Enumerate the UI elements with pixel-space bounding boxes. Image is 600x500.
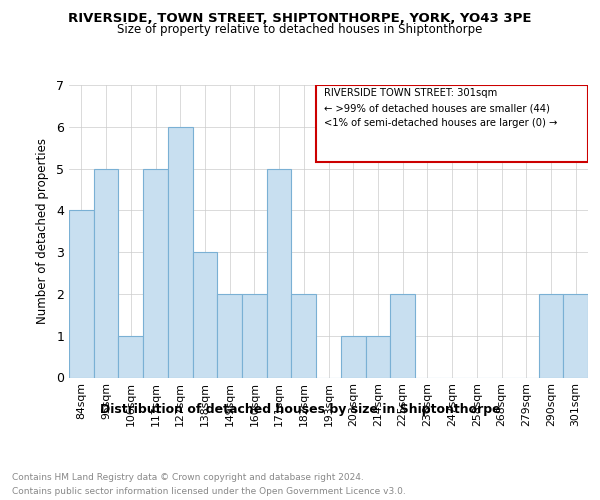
Text: Contains HM Land Registry data © Crown copyright and database right 2024.: Contains HM Land Registry data © Crown c… <box>12 472 364 482</box>
Text: RIVERSIDE, TOWN STREET, SHIPTONTHORPE, YORK, YO43 3PE: RIVERSIDE, TOWN STREET, SHIPTONTHORPE, Y… <box>68 12 532 26</box>
Bar <box>563 294 588 378</box>
Bar <box>539 294 563 378</box>
Bar <box>390 294 415 378</box>
Bar <box>217 294 242 378</box>
Bar <box>316 85 588 162</box>
Bar <box>94 168 118 378</box>
Text: Contains public sector information licensed under the Open Government Licence v3: Contains public sector information licen… <box>12 488 406 496</box>
Bar <box>267 168 292 378</box>
Bar <box>168 127 193 378</box>
Text: Size of property relative to detached houses in Shiptonthorpe: Size of property relative to detached ho… <box>118 22 482 36</box>
Text: Distribution of detached houses by size in Shiptonthorpe: Distribution of detached houses by size … <box>100 402 500 415</box>
Bar <box>193 252 217 378</box>
Bar <box>292 294 316 378</box>
Bar <box>341 336 365 378</box>
Text: RIVERSIDE TOWN STREET: 301sqm
← >99% of detached houses are smaller (44)
<1% of : RIVERSIDE TOWN STREET: 301sqm ← >99% of … <box>323 88 557 128</box>
Y-axis label: Number of detached properties: Number of detached properties <box>36 138 49 324</box>
Bar <box>365 336 390 378</box>
Bar <box>118 336 143 378</box>
Bar <box>143 168 168 378</box>
Bar <box>242 294 267 378</box>
Bar <box>69 210 94 378</box>
